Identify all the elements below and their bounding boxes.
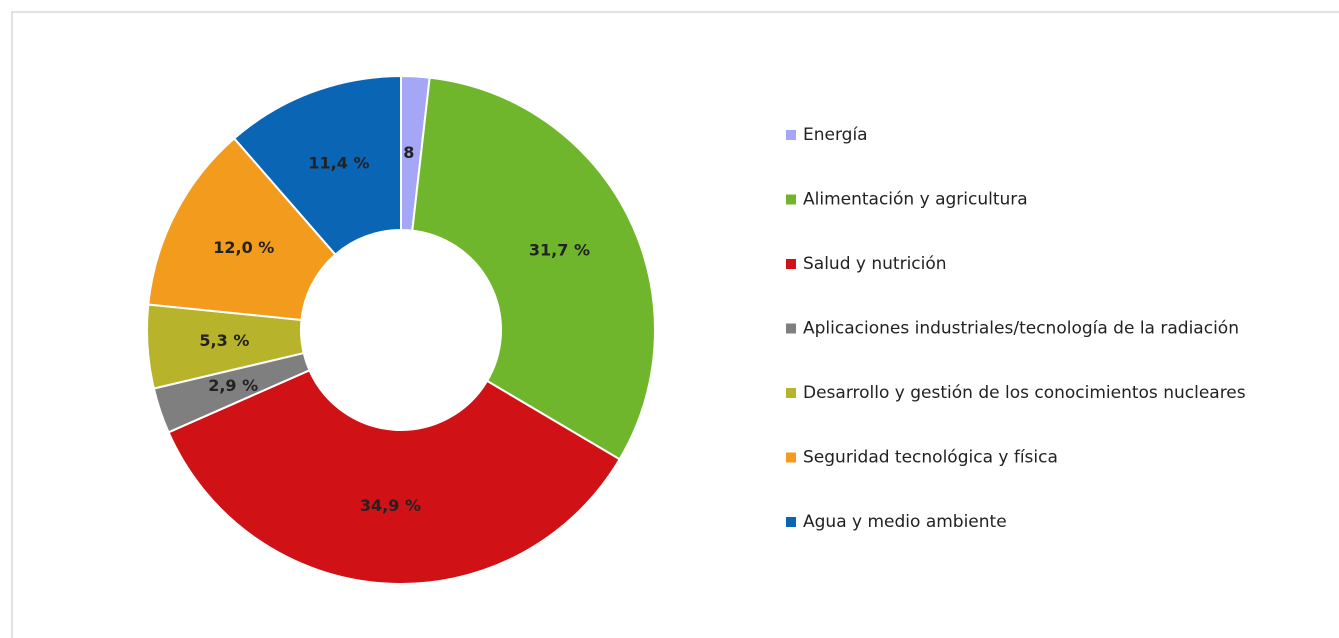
legend-marker (786, 130, 796, 140)
donut-slice (167, 368, 621, 585)
legend-label: Aplicaciones industriales/tecnología de … (803, 319, 1239, 339)
donut-slice (411, 76, 656, 461)
legend-label: Energía (803, 125, 868, 145)
legend-label: Desarrollo y gestión de los conocimiento… (803, 383, 1246, 403)
legend-marker (786, 452, 796, 463)
data-label: 31,7 % (529, 241, 590, 260)
legend-marker (786, 388, 796, 398)
legend-label: Salud y nutrición (803, 254, 947, 274)
legend-label: Seguridad tecnológica y física (803, 448, 1058, 468)
legend-label: Alimentación y agricultura (803, 190, 1028, 210)
legend-marker (786, 259, 796, 269)
legend-marker (786, 323, 796, 334)
data-label: 12,0 % (213, 238, 274, 257)
legend-label: Agua y medio ambiente (803, 512, 1007, 532)
data-label: 11,4 % (308, 154, 369, 173)
donut-slice (147, 137, 337, 322)
donut-slice (232, 74, 402, 256)
legend-marker (786, 517, 796, 527)
data-label: 2,9 % (208, 376, 258, 395)
data-label: 5,3 % (199, 331, 249, 350)
legend-marker (786, 194, 796, 205)
data-label: 34,9 % (360, 496, 421, 515)
